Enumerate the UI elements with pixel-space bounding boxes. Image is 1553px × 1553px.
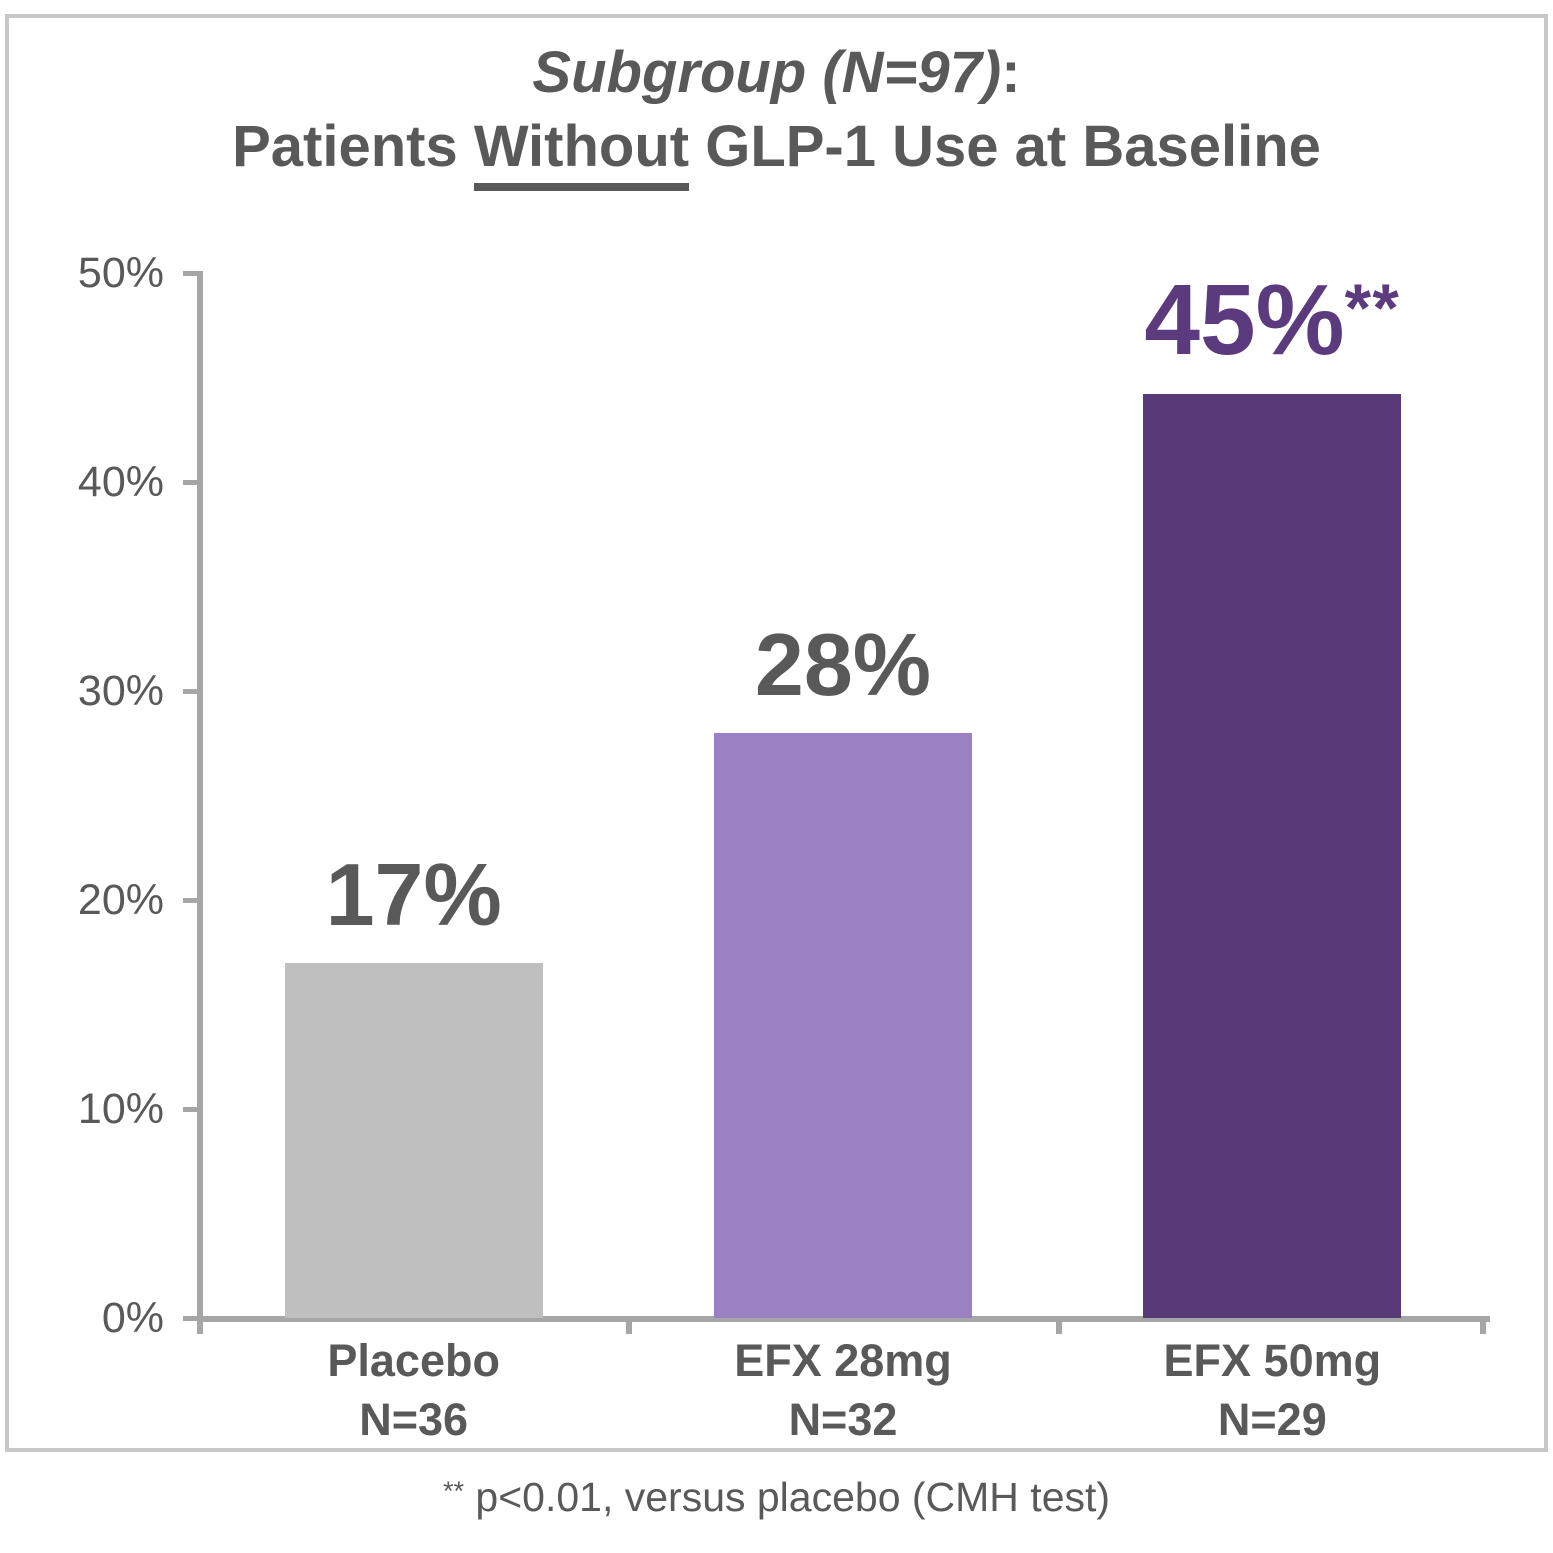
y-axis-tick-mark bbox=[183, 1107, 198, 1112]
bar-value-text: 45% bbox=[1144, 264, 1345, 376]
title-colon: : bbox=[1001, 40, 1021, 105]
category-name: Placebo bbox=[327, 1335, 500, 1386]
bar-efx-50mg bbox=[1143, 394, 1402, 1318]
y-axis-tick-label: 20% bbox=[77, 876, 164, 924]
y-axis-tick-label: 30% bbox=[77, 667, 164, 715]
bar-group-efx-50mg: 45%** bbox=[1058, 269, 1487, 1318]
title-line2-post: GLP-1 Use at Baseline bbox=[689, 114, 1321, 179]
y-axis-tick-label: 40% bbox=[77, 458, 164, 506]
y-axis-tick-mark bbox=[183, 1316, 198, 1321]
x-axis-labels: Placebo N=36 EFX 28mg N=32 EFX 50mg N=29 bbox=[199, 1332, 1487, 1449]
x-axis-tick-mark bbox=[626, 1322, 633, 1334]
y-axis-tick-label: 50% bbox=[77, 249, 164, 297]
bar-group-placebo: 17% bbox=[199, 273, 628, 1318]
bar-efx-28mg bbox=[713, 732, 972, 1318]
title-subgroup-text: Subgroup (N=97) bbox=[532, 40, 1002, 105]
footnote-text: p<0.01, versus placebo (CMH test) bbox=[464, 1474, 1111, 1520]
bar-value-label: 17% bbox=[326, 851, 502, 939]
chart-title: Subgroup (N=97): Patients Without GLP-1 … bbox=[9, 36, 1544, 191]
bar-value-label: 28% bbox=[755, 621, 931, 709]
x-axis-tick-mark bbox=[197, 1322, 203, 1334]
plot-area: 17% 28% 45%** bbox=[199, 269, 1487, 1318]
category-label-efx-28mg: EFX 28mg N=32 bbox=[628, 1332, 1057, 1449]
x-axis-line bbox=[197, 1316, 1490, 1322]
footnote-asterisks: ** bbox=[442, 1475, 465, 1506]
significance-asterisks: ** bbox=[1344, 269, 1401, 346]
bar-value-text: 17% bbox=[325, 845, 502, 945]
footnote: ** p<0.01, versus placebo (CMH test) bbox=[0, 1474, 1553, 1521]
x-axis-tick-mark bbox=[1480, 1322, 1486, 1334]
category-n: N=36 bbox=[359, 1393, 469, 1445]
category-name: EFX 28mg bbox=[734, 1335, 952, 1386]
y-axis-line bbox=[197, 271, 203, 1321]
bar-group-efx-28mg: 28% bbox=[628, 273, 1057, 1318]
bar-value-text: 28% bbox=[754, 615, 932, 715]
chart-title-line2: Patients Without GLP-1 Use at Baseline bbox=[9, 110, 1544, 191]
title-line2-pre: Patients bbox=[232, 114, 474, 179]
y-axis-tick-mark bbox=[183, 480, 198, 485]
y-axis-tick-mark bbox=[183, 271, 198, 276]
category-name: EFX 50mg bbox=[1163, 1335, 1382, 1386]
y-axis-tick-mark bbox=[183, 689, 198, 694]
y-axis-tick-label: 0% bbox=[101, 1294, 164, 1342]
bar-placebo bbox=[284, 962, 543, 1318]
category-label-efx-50mg: EFX 50mg N=29 bbox=[1058, 1332, 1487, 1449]
chart-frame: Subgroup (N=97): Patients Without GLP-1 … bbox=[5, 14, 1548, 1452]
y-axis-tick-mark bbox=[183, 898, 198, 903]
chart-title-line1: Subgroup (N=97): bbox=[9, 36, 1544, 110]
x-axis-tick-mark bbox=[1055, 1322, 1062, 1334]
title-underlined-word: Without bbox=[473, 114, 690, 191]
bar-value-label: 45%** bbox=[1144, 269, 1401, 370]
category-label-placebo: Placebo N=36 bbox=[199, 1332, 628, 1449]
y-axis-tick-label: 10% bbox=[77, 1085, 164, 1133]
category-n: N=32 bbox=[788, 1393, 898, 1445]
category-n: N=29 bbox=[1217, 1393, 1327, 1445]
